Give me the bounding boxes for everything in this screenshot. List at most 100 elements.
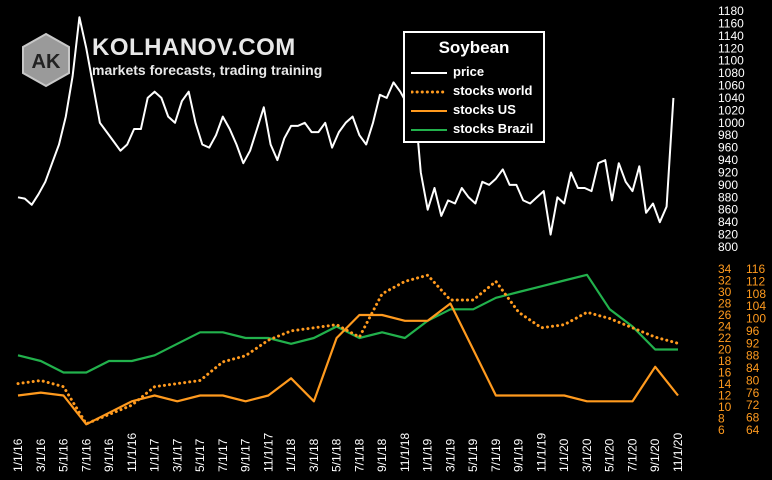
- x-tick-label: 5/1/16: [57, 438, 71, 472]
- stocks-right-tick-label: 64: [746, 423, 760, 437]
- price-tick-label: 920: [718, 166, 738, 180]
- price-axis: 8008208408608809009209409609801000102010…: [718, 4, 745, 254]
- stocks-right-tick-label: 72: [746, 398, 760, 412]
- stocks-left-tick-label: 22: [718, 331, 732, 345]
- x-tick-label: 1/1/16: [11, 438, 25, 472]
- stocks-right-tick-label: 100: [746, 312, 766, 326]
- price-tick-label: 1040: [718, 91, 745, 105]
- logo-hexagon-icon: [22, 32, 70, 88]
- x-tick-label: 11/1/17: [261, 433, 275, 472]
- legend-label-stocks-brazil: stocks Brazil: [453, 121, 534, 136]
- logo: AK: [18, 32, 74, 88]
- series-line-stocks-us: [17, 302, 679, 426]
- legend-label-price: price: [453, 64, 485, 79]
- price-tick-label: 840: [718, 215, 738, 229]
- stocks-right-tick-label: 108: [746, 287, 766, 301]
- legend-label-stocks-world: stocks world: [453, 83, 533, 98]
- x-tick-label: 3/1/19: [443, 438, 457, 472]
- series-group: [16, 16, 680, 426]
- price-tick-label: 1100: [718, 54, 744, 68]
- stocks-right-tick-label: 92: [746, 336, 760, 350]
- x-tick-label: 7/1/17: [216, 438, 230, 472]
- stocks-left-tick-label: 26: [718, 308, 732, 322]
- x-tick-label: 1/1/18: [284, 438, 298, 472]
- x-tick-label: 9/1/16: [102, 438, 116, 472]
- legend-label-stocks-us: stocks US: [453, 102, 516, 117]
- x-tick-label: 3/1/16: [34, 438, 48, 472]
- price-tick-label: 960: [718, 141, 738, 155]
- series-line-price: [17, 16, 675, 236]
- x-tick-label: 9/1/18: [375, 438, 389, 472]
- price-tick-label: 1060: [718, 79, 745, 93]
- x-tick-label: 11/1/18: [398, 433, 412, 472]
- x-tick-label: 11/1/20: [671, 433, 685, 472]
- stocks-left-tick-label: 16: [718, 366, 732, 380]
- x-tick-label: 5/1/18: [330, 438, 344, 472]
- x-tick-label: 3/1/17: [170, 438, 184, 472]
- stocks-left-tick-label: 6: [718, 423, 725, 437]
- x-tick-label: 9/1/19: [512, 438, 526, 472]
- stocks-right-tick-label: 80: [746, 374, 760, 388]
- chart-title: Soybean: [438, 38, 510, 57]
- price-tick-label: 820: [718, 228, 738, 242]
- stocks-right-tick-label: 116: [746, 262, 765, 276]
- stocks-left-tick-label: 12: [718, 389, 732, 403]
- price-tick-label: 1020: [718, 103, 745, 117]
- price-tick-label: 940: [718, 153, 738, 167]
- x-tick-label: 11/1/19: [534, 433, 548, 472]
- legend: Soybean price stocks world stocks US sto…: [403, 31, 545, 143]
- stocks-right-tick-label: 88: [746, 349, 760, 363]
- stocks-left-tick-label: 18: [718, 354, 732, 368]
- series-line-stocks-brazil: [17, 273, 678, 374]
- series-line-stocks-world: [16, 273, 680, 426]
- stocks-right-tick-label: 112: [746, 274, 765, 288]
- stocks-right-tick-label: 104: [746, 299, 766, 313]
- logo-text: AK: [32, 51, 61, 73]
- stocks-left-tick-label: 24: [718, 320, 732, 334]
- price-tick-label: 900: [718, 178, 738, 192]
- price-tick-label: 1120: [718, 41, 744, 55]
- price-tick-label: 1000: [718, 116, 745, 130]
- x-tick-label: 5/1/17: [193, 438, 207, 472]
- x-tick-label: 5/1/19: [466, 438, 480, 472]
- x-tick-label: 11/1/16: [125, 433, 139, 472]
- stocks-right-tick-label: 76: [746, 386, 760, 400]
- price-tick-label: 1080: [718, 66, 745, 80]
- x-tick-label: 1/1/19: [421, 438, 435, 472]
- price-tick-label: 1140: [718, 29, 744, 43]
- price-tick-label: 860: [718, 203, 738, 217]
- x-tick-label: 9/1/20: [648, 438, 662, 472]
- x-tick-label: 5/1/20: [603, 438, 617, 472]
- brand-name: KOLHANOV.COM: [92, 34, 296, 61]
- stocks-left-tick-label: 14: [718, 377, 732, 391]
- x-tick-label: 7/1/16: [79, 438, 93, 472]
- stocks-right-tick-label: 96: [746, 324, 760, 338]
- x-tick-label: 3/1/18: [307, 438, 321, 472]
- stocks-left-tick-label: 32: [718, 274, 732, 288]
- x-tick-label: 7/1/19: [489, 438, 503, 472]
- price-tick-label: 1180: [718, 4, 744, 18]
- brand-tagline: markets forecasts, trading training: [92, 62, 323, 78]
- price-tick-label: 800: [718, 240, 738, 254]
- stocks-right-tick-label: 84: [746, 361, 760, 375]
- x-tick-label: 3/1/20: [580, 438, 594, 472]
- x-tick-label: 7/1/18: [352, 438, 366, 472]
- price-tick-label: 880: [718, 190, 738, 204]
- stocks-right-tick-label: 68: [746, 411, 760, 425]
- x-tick-label: 7/1/20: [626, 438, 640, 472]
- x-axis: 1/1/16 3/1/16 5/1/16 7/1/16 9/1/16 11/1/16 1/1…: [11, 433, 685, 472]
- x-tick-label: 1/1/20: [557, 438, 571, 472]
- stocks-left-tick-label: 28: [718, 297, 732, 311]
- stocks-left-tick-label: 20: [718, 343, 732, 357]
- stocks-left-tick-label: 34: [718, 262, 732, 276]
- x-tick-label: 1/1/17: [148, 438, 162, 472]
- price-tick-label: 1160: [718, 16, 744, 30]
- price-tick-label: 980: [718, 128, 738, 142]
- stocks-left-tick-label: 10: [718, 400, 732, 414]
- stocks-left-tick-label: 8: [718, 412, 725, 426]
- stocks-left-tick-label: 30: [718, 285, 732, 299]
- x-tick-label: 9/1/17: [239, 438, 253, 472]
